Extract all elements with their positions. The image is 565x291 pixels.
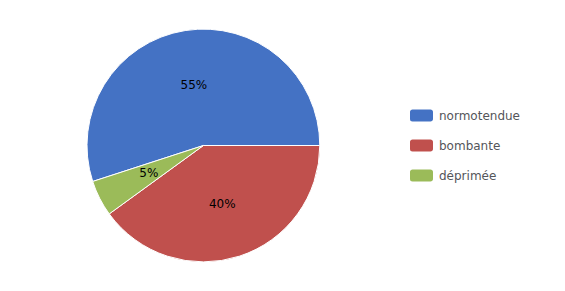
- svg-text:5%: 5%: [139, 166, 158, 180]
- svg-text:normotendue: normotendue: [439, 109, 520, 123]
- svg-text:55%: 55%: [180, 78, 207, 92]
- svg-text:déprimée: déprimée: [439, 169, 496, 183]
- svg-text:40%: 40%: [209, 197, 236, 211]
- svg-text:bombante: bombante: [439, 139, 500, 153]
